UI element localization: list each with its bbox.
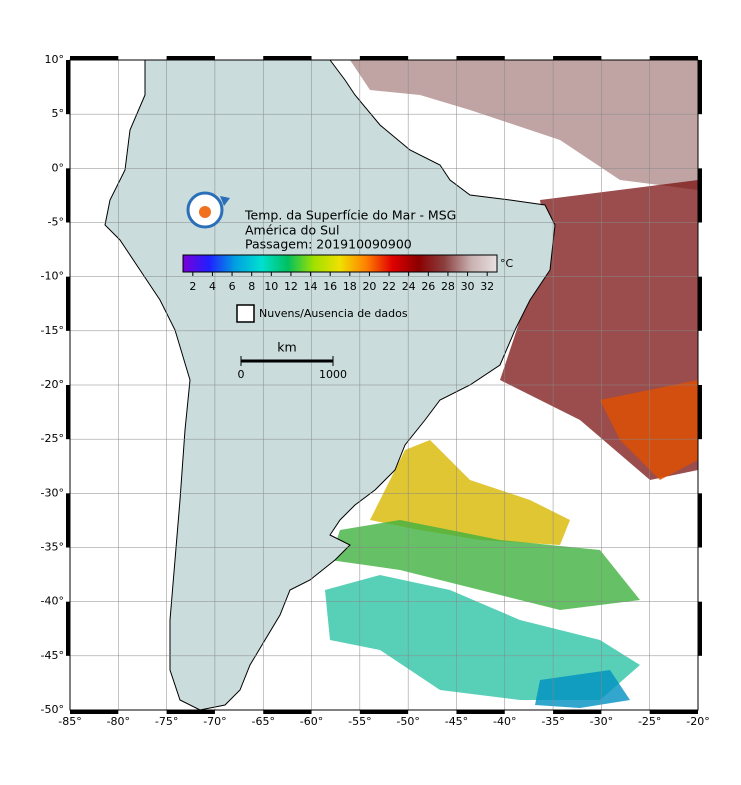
frame-band [66, 601, 70, 656]
colorbar-tick-label: 20 [362, 280, 376, 293]
frame-band [456, 710, 505, 714]
x-tick-label: -30° [590, 715, 613, 728]
y-tick-label: -10° [41, 270, 64, 283]
colorbar-tick-label: 30 [461, 280, 475, 293]
x-tick-label: -50° [396, 715, 419, 728]
y-tick-label: 0° [52, 161, 65, 174]
y-tick-label: -30° [41, 486, 64, 499]
colorbar-tick-label: 28 [441, 280, 455, 293]
frame-band [553, 710, 602, 714]
colorbar-tick-label: 18 [343, 280, 357, 293]
x-tick-label: -75° [155, 715, 178, 728]
colorbar-tick-label: 8 [248, 280, 255, 293]
frame-band [70, 56, 119, 60]
colorbar-tick-label: 10 [264, 280, 278, 293]
y-tick-label: 5° [52, 107, 65, 120]
y-tick-label: -40° [41, 595, 64, 608]
colorbar-tick-label: 12 [284, 280, 298, 293]
logo-arrow [220, 196, 230, 206]
y-tick-label: -35° [41, 541, 64, 554]
sst-patch [350, 60, 698, 190]
x-tick-label: -80° [107, 715, 130, 728]
x-tick-label: -35° [541, 715, 564, 728]
frame-band [263, 56, 312, 60]
colorbar-tick-label: 22 [382, 280, 396, 293]
frame-band [649, 710, 698, 714]
frame-band [698, 493, 702, 548]
y-tick-label: -15° [41, 324, 64, 337]
frame-band [698, 60, 702, 115]
x-tick-label: -45° [445, 715, 468, 728]
x-tick-label: -60° [300, 715, 323, 728]
sst-patch [535, 670, 630, 708]
y-tick-label: -5° [48, 216, 64, 229]
frame-band [66, 60, 70, 115]
sst-patch [600, 380, 698, 480]
sst-patch [325, 575, 640, 700]
frame-band [359, 56, 409, 60]
frame-band [70, 710, 119, 714]
frame-band [66, 168, 70, 223]
legend-label: Nuvens/Ausencia de dados [259, 307, 408, 320]
x-tick-label: -85° [58, 715, 81, 728]
frame-band [263, 710, 312, 714]
scale-unit: km [277, 340, 296, 355]
logo-sun [199, 206, 211, 218]
colorbar-tick-label: 24 [402, 280, 416, 293]
title-line: Passagem: 201910090900 [245, 237, 412, 252]
x-tick-label: -70° [203, 715, 226, 728]
colorbar [182, 254, 498, 273]
scale-tick-label: 0 [238, 368, 245, 381]
scale-tick-label: 1000 [319, 368, 347, 381]
frame-band [456, 56, 505, 60]
title-line: Temp. da Superfície do Mar - MSG [244, 208, 456, 223]
colorbar-tick-label: 6 [229, 280, 236, 293]
frame-band [66, 385, 70, 440]
frame-band [166, 56, 215, 60]
frame-band [698, 385, 702, 440]
sst-layer [325, 60, 698, 708]
frame-band [698, 601, 702, 656]
title-line: América do Sul [245, 223, 339, 238]
y-tick-label: -45° [41, 649, 64, 662]
frame-band [698, 168, 702, 223]
x-tick-label: -25° [638, 715, 661, 728]
colorbar-tick-label: 4 [209, 280, 216, 293]
frame-band [359, 710, 409, 714]
sst-patch [370, 440, 570, 545]
frame-band [553, 56, 602, 60]
legend-swatch [236, 304, 255, 323]
frame-band [66, 276, 70, 331]
frame-band [66, 493, 70, 548]
x-tick-label: -55° [348, 715, 371, 728]
x-tick-label: -40° [493, 715, 516, 728]
x-tick-label: -20° [686, 715, 709, 728]
y-tick-label: -20° [41, 378, 64, 391]
x-tick-label: -65° [251, 715, 274, 728]
frame-band [166, 710, 215, 714]
frame-band [649, 56, 698, 60]
colorbar-tick-label: 32 [480, 280, 494, 293]
colorbar-tick-label: 2 [189, 280, 196, 293]
colorbar-tick-label: 26 [421, 280, 435, 293]
frame-band [698, 276, 702, 331]
colorbar-unit: °C [500, 257, 514, 270]
colorbar-tick-label: 16 [323, 280, 337, 293]
colorbar-tick-label: 14 [304, 280, 318, 293]
logo [186, 191, 230, 229]
sst-patch [330, 520, 640, 610]
y-tick-label: -25° [41, 432, 64, 445]
y-tick-label: -50° [41, 703, 64, 716]
y-tick-label: 10° [45, 53, 65, 66]
